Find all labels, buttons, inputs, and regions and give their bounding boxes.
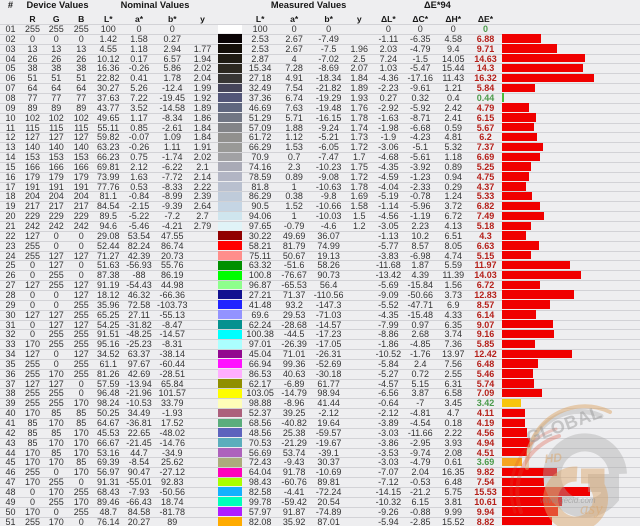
svg-text:www.gecid.com: www.gecid.com: [540, 496, 596, 505]
svg-text:HD: HD: [544, 450, 563, 466]
